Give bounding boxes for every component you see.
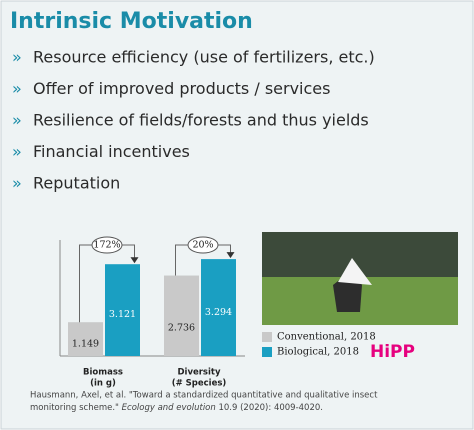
value-label: 1.149 [72,339,99,350]
bar [68,322,103,356]
bullet-text: Offer of improved products / services [33,79,330,98]
legend-label: Conventional, 2018 [277,332,376,343]
annotation-oval [91,236,123,254]
citation-journal: Ecology and evolution [122,403,216,413]
bar [201,259,236,356]
bullet-symbol: » [12,174,22,193]
photo [262,232,458,325]
bullet-list: » Resource efficiency (use of fertilizers… [12,48,375,193]
value-label: 2.736 [168,322,195,333]
legend-swatch [262,332,272,342]
x-tick-label: (in g) [90,379,116,389]
x-tick-label: (# Species) [172,379,227,389]
annotation: 172% [93,240,120,251]
bar [105,264,140,356]
photo-trap-roof [338,258,372,285]
bullet-text: Resilience of fields/forests and thus yi… [33,111,369,130]
annotation-arrow [226,252,235,259]
legend-swatch [262,347,272,357]
annotation-oval [187,236,219,254]
citation-title: monitoring scheme." [30,403,119,413]
chart: Biomass(in g) 1.149 3.121 172% Diversity(# S… [59,236,245,389]
value-label: 3.121 [109,309,136,320]
annotation: 20% [192,240,213,251]
annotation-arrow [130,257,139,264]
citation-details: 10.9 (2020): 4009-4020. [218,403,323,413]
bullet-text: Reputation [33,174,120,193]
x-tick-label: Biomass [83,368,123,378]
bullet-symbol: » [12,111,22,130]
legend-label: Biological, 2018 [277,347,359,358]
bullet-text: Resource efficiency (use of fertilizers,… [33,48,375,67]
bar [164,275,199,356]
bullet-symbol: » [12,79,22,98]
slide-title: Intrinsic Motivation [10,9,253,34]
value-label: 3.294 [205,307,232,318]
bullet-symbol: » [12,48,22,67]
bullet-symbol: » [12,142,22,161]
citation-line: monitoring scheme." Ecology and evolutio… [30,403,323,413]
logo: HiPP [370,342,415,362]
citation-line: Hausmann, Axel, et al. "Toward a standar… [30,391,378,401]
bullet-text: Financial incentives [33,142,190,161]
x-tick-label: Diversity [177,368,221,378]
